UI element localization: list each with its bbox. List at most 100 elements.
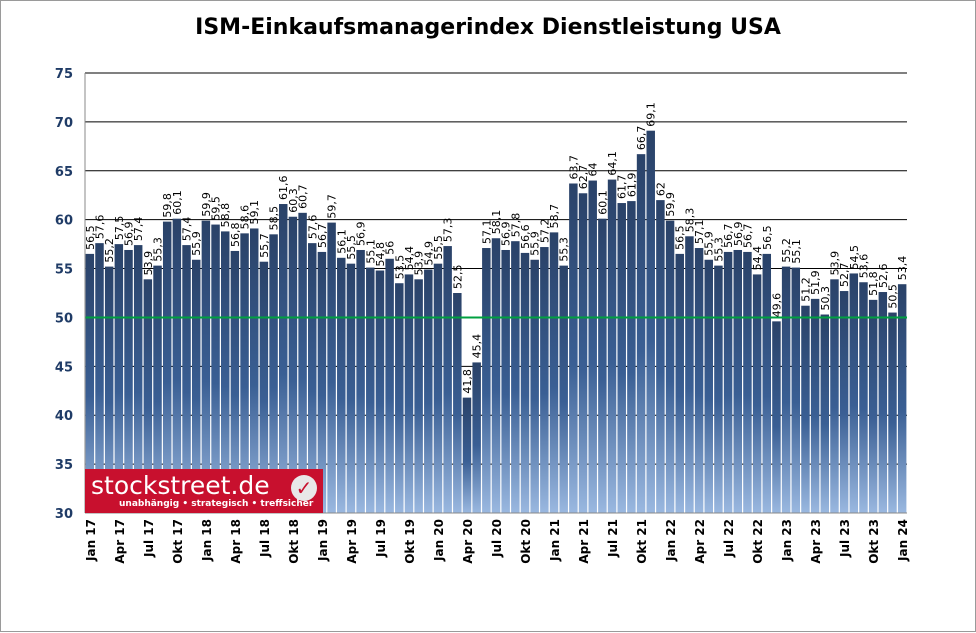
- data-label: 53,9: [828, 251, 841, 276]
- data-label: 55,7: [258, 233, 271, 258]
- data-label: 54,5: [848, 245, 861, 270]
- bar: [433, 263, 443, 513]
- bar: [723, 251, 733, 513]
- x-tick-label: Jul 18: [258, 519, 272, 558]
- bar: [104, 266, 114, 513]
- bar: [201, 220, 211, 513]
- bar: [762, 253, 772, 513]
- bar: [733, 249, 742, 513]
- bar: [549, 232, 559, 513]
- y-tick-label: 45: [55, 360, 73, 375]
- y-tick-label: 60: [55, 214, 73, 229]
- y-tick-label: 65: [55, 165, 73, 180]
- data-label: 57,1: [480, 220, 493, 245]
- bar: [791, 267, 801, 513]
- data-label: 56,5: [674, 225, 687, 250]
- data-label: 56,7: [722, 223, 735, 248]
- bar: [317, 251, 327, 513]
- data-label: 56: [384, 241, 397, 255]
- data-label: 55,9: [190, 231, 203, 256]
- data-label: 61,7: [616, 175, 629, 200]
- bar: [588, 180, 597, 514]
- bar: [743, 251, 752, 513]
- data-label: 57,4: [132, 217, 145, 242]
- data-label: 54,8: [374, 242, 387, 267]
- bar: [646, 130, 655, 513]
- x-tick-label: Apr 18: [229, 519, 243, 564]
- bar: [849, 273, 859, 513]
- data-label: 58,3: [683, 208, 696, 233]
- bar: [395, 283, 404, 513]
- bar: [704, 259, 713, 513]
- data-label: 52,6: [877, 264, 890, 289]
- data-label: 51,2: [799, 277, 812, 302]
- data-label: 53,6: [857, 254, 870, 279]
- data-label: 57,6: [306, 215, 319, 240]
- x-tick-label: Jan 18: [200, 519, 214, 562]
- bar: [162, 221, 172, 513]
- data-label: 59,9: [200, 192, 213, 217]
- bar: [801, 305, 810, 513]
- data-label: 64: [587, 163, 600, 177]
- bar: [665, 220, 675, 513]
- data-label: 55,9: [703, 231, 716, 256]
- data-label: 58,8: [219, 203, 232, 228]
- data-label: 56,7: [316, 223, 329, 248]
- bar: [501, 249, 510, 513]
- data-label: 55,3: [712, 237, 725, 262]
- bar: [530, 259, 539, 513]
- data-label: 60,1: [171, 190, 184, 215]
- logo-text: stockstreet.de: [91, 471, 270, 500]
- bar: [685, 236, 694, 514]
- bar: [694, 248, 704, 513]
- bar: [124, 249, 133, 513]
- data-label: 55,9: [529, 231, 542, 256]
- data-label: 51,9: [809, 270, 822, 295]
- bar: [143, 279, 153, 513]
- y-tick-label: 75: [55, 67, 73, 82]
- data-label: 53,9: [142, 251, 155, 276]
- bar: [240, 233, 249, 513]
- bar: [656, 200, 665, 513]
- bar: [820, 314, 830, 513]
- x-tick-label: Apr 20: [461, 519, 475, 564]
- bar: [559, 265, 568, 513]
- bar: [607, 179, 617, 514]
- bar: [569, 183, 578, 513]
- bar: [714, 265, 723, 513]
- x-tick-label: Apr 17: [113, 519, 127, 564]
- bar: [636, 154, 646, 513]
- data-label: 55,5: [345, 235, 358, 260]
- data-label: 59,7: [326, 194, 339, 219]
- bar: [482, 248, 491, 513]
- data-label: 50,3: [819, 286, 832, 311]
- data-label: 64,1: [606, 151, 619, 176]
- x-tick-label: Jan 17: [84, 519, 98, 562]
- data-label: 56,7: [741, 223, 754, 248]
- x-tick-label: Apr 21: [577, 519, 591, 564]
- data-label: 62,7: [577, 165, 590, 190]
- data-label: 50,5: [886, 284, 899, 309]
- data-label: 55,1: [364, 239, 377, 264]
- bar: [385, 258, 394, 513]
- x-tick-label: Jan 24: [896, 519, 910, 562]
- bar: [230, 250, 240, 513]
- x-tick-label: Okt 20: [519, 519, 533, 564]
- y-tick-label: 35: [55, 458, 73, 473]
- data-label: 59,8: [161, 193, 174, 218]
- data-label: 41,8: [461, 369, 474, 394]
- data-label: 59,5: [210, 196, 223, 221]
- x-tick-label: Okt 18: [287, 519, 301, 564]
- bar: [269, 234, 278, 514]
- data-label: 57,4: [181, 217, 194, 242]
- data-label: 66,7: [635, 126, 648, 151]
- bar: [172, 218, 182, 513]
- bar: [414, 279, 423, 513]
- data-label: 56,5: [84, 225, 97, 250]
- bar: [868, 299, 878, 513]
- data-label: 60,7: [297, 184, 310, 209]
- data-label: 57,6: [94, 215, 107, 240]
- bar: [675, 253, 684, 513]
